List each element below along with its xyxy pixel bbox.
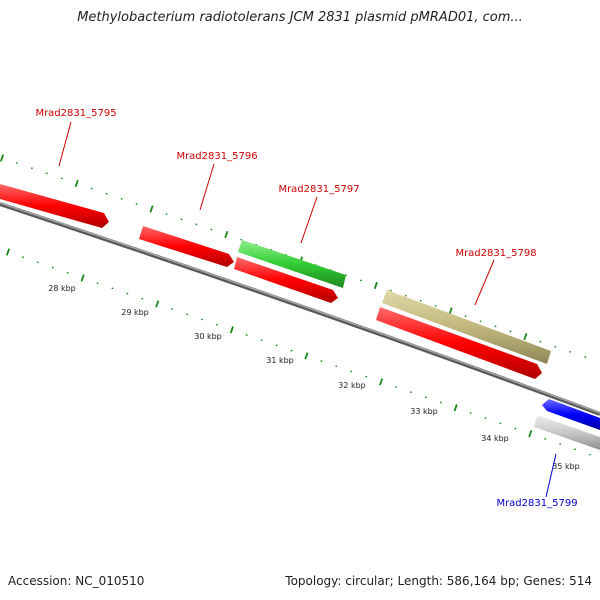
gene-feature-gray[interactable]: [534, 415, 600, 450]
genome-backbone-highlight: [0, 202, 600, 414]
topology-summary: Topology: circular; Length: 586,164 bp; …: [285, 574, 592, 588]
inner-major-tick: [453, 404, 458, 412]
outer-major-tick: [448, 307, 453, 315]
gene-label-mrad2831-5797[interactable]: Mrad2831_5797: [278, 184, 359, 195]
gene-label-mrad2831-5798[interactable]: Mrad2831_5798: [455, 248, 536, 259]
inner-major-tick: [379, 378, 384, 386]
gene-arrow-mrad2831-5796[interactable]: [139, 226, 234, 267]
inner-major-tick: [155, 300, 160, 308]
inner-major-tick: [229, 326, 234, 334]
kbp-label-33: 33 kbp: [410, 407, 438, 416]
accession-text: Accession: NC_010510: [8, 574, 145, 588]
inner-major-tick: [5, 248, 11, 256]
leader-line-5795: [58, 121, 72, 167]
inner-tick-track: [5, 248, 591, 456]
outer-major-tick: [149, 205, 154, 213]
gene-arrow-mrad2831-5798[interactable]: [382, 290, 551, 364]
outer-major-tick: [523, 332, 528, 341]
inner-major-tick: [80, 274, 85, 282]
outer-major-tick: [224, 230, 229, 239]
leader-line-5798: [474, 259, 495, 306]
gene-label-mrad2831-5795[interactable]: Mrad2831_5795: [35, 108, 116, 119]
kbp-label-29: 29 kbp: [121, 308, 149, 317]
gene-arrow-mrad2831-5799[interactable]: [542, 399, 600, 430]
outer-major-tick: [373, 281, 378, 290]
inner-major-tick: [304, 352, 309, 360]
gene-arrow-inner-1[interactable]: [234, 257, 338, 303]
leader-line-5796: [199, 163, 215, 211]
outer-major-tick: [74, 179, 79, 188]
leader-line-5797: [300, 196, 318, 244]
kbp-label-35: 35 kbp: [552, 462, 580, 471]
map-title: Methylobacterium radiotolerans JCM 2831 …: [77, 10, 523, 25]
gene-label-mrad2831-5796[interactable]: Mrad2831_5796: [176, 151, 257, 162]
outer-major-tick: [0, 154, 4, 162]
kbp-label-32: 32 kbp: [338, 381, 366, 390]
outer-tick-track: [0, 154, 587, 358]
kbp-label-34: 34 kbp: [481, 434, 509, 443]
inner-major-tick: [528, 430, 533, 438]
gene-arrow-mrad2831-5795[interactable]: [0, 184, 109, 228]
genome-backbone: [0, 202, 600, 416]
kbp-label-31: 31 kbp: [266, 356, 294, 365]
kbp-label-28: 28 kbp: [48, 284, 76, 293]
gene-arrow-inner-2[interactable]: [376, 307, 542, 379]
kbp-label-30: 30 kbp: [194, 332, 222, 341]
gene-arrow-mrad2831-5797[interactable]: [238, 240, 346, 288]
leader-line-5799: [545, 453, 557, 498]
gene-label-mrad2831-5799[interactable]: Mrad2831_5799: [496, 498, 577, 509]
